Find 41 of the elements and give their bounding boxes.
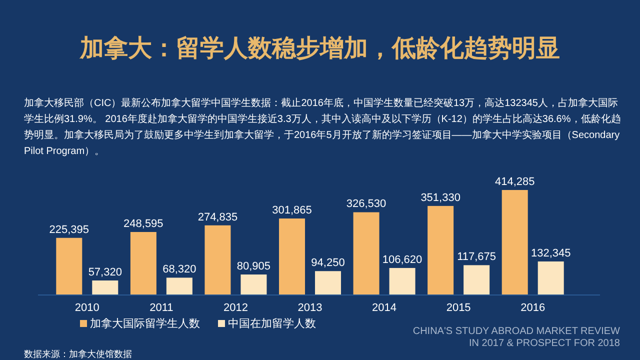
x-tick-label: 2010: [74, 302, 100, 314]
x-tick-label: 2013: [298, 302, 322, 314]
data-label: 132,345: [530, 247, 571, 260]
data-label: 80,905: [236, 260, 271, 272]
x-tick-label: 2014: [372, 302, 397, 314]
bar: [353, 212, 380, 295]
data-label: 117,675: [457, 251, 496, 264]
x-tick-label: 2011: [150, 302, 174, 314]
data-label: 57,320: [88, 266, 122, 278]
bar: [502, 190, 528, 295]
bar: [315, 271, 341, 295]
legend-label: 加拿大国际留学生人数: [90, 317, 200, 330]
x-tick-label: 2012: [223, 302, 248, 314]
bar: [166, 278, 192, 295]
legend-label: 中国在加留学人数: [228, 317, 316, 330]
bar: [538, 261, 564, 295]
bar: [389, 268, 416, 295]
bar: [240, 274, 267, 295]
data-label: 274,835: [198, 211, 238, 224]
source-note: 数据来源：加拿大使馆数据: [24, 348, 132, 360]
x-tick-label: 2016: [520, 302, 546, 314]
data-label: 414,285: [494, 176, 535, 188]
data-label: 106,620: [382, 254, 422, 266]
bar: [130, 232, 156, 295]
data-label: 248,595: [124, 218, 164, 230]
data-label: 94,250: [311, 257, 345, 270]
data-label: 326,530: [346, 198, 386, 210]
chart-title: 加拿大：留学人数稳步增加，低龄化趋势明显: [78, 34, 561, 64]
bar: [204, 225, 231, 295]
data-label: 351,330: [420, 192, 460, 204]
bar: [428, 206, 454, 295]
x-tick-label: 2015: [446, 302, 471, 314]
bar: [464, 265, 490, 295]
bar: [92, 280, 118, 295]
text: 加拿大移民部（CIC）最新公布加拿大留学中国学生数据：截止2016年底，中国学生数量已经突破13万，高达132345人，占加拿大国际学生比例31.9%。 2016年度赴加拿大留学的中国学生接近3.3万人，其中入读高中及以下学历（K-12）的学生占比高达36.6%，低龄化趋势明显。加拿大移民局为了鼓励更多中学生到加拿大留学，于2016年5月开放了新的学习签证项目——加拿大中学实验项目（Secondary Pilot Program）。: [24, 96, 622, 159]
data-label: 301,865: [272, 204, 312, 216]
data-label: 225,395: [49, 224, 90, 236]
bar: [56, 238, 82, 295]
bar: [279, 218, 305, 295]
text: CHINA'S STUDY ABROAD MARKET REVIEW IN 2017 & PROSPECT FOR 2018: [412, 326, 620, 350]
data-label: 68,320: [162, 264, 196, 276]
